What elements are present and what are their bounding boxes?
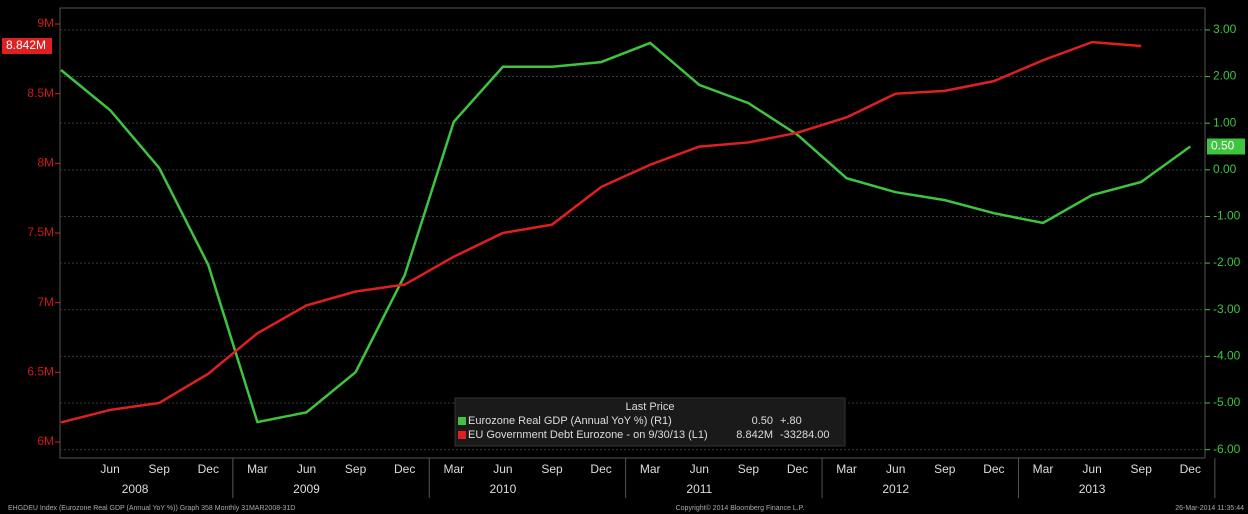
x-tick-label: Sep	[541, 462, 563, 476]
series-line	[60, 40, 1142, 424]
y2-tick-label: 0.00	[1213, 162, 1237, 176]
footer-center: Copyright© 2014 Bloomberg Finance L.P.	[676, 504, 805, 512]
footer-left: EHGDEU Index (Eurozone Real GDP (Annual …	[8, 505, 295, 512]
x-tick-label: Sep	[149, 462, 171, 476]
year-label: 2010	[490, 482, 517, 496]
x-tick-label: Mar	[247, 462, 268, 476]
footer-right: 26-Mar-2014 11:35:44	[1175, 505, 1244, 512]
y2-tick-label: -4.00	[1213, 349, 1241, 363]
x-tick-label: Dec	[394, 462, 415, 476]
x-tick-label: Sep	[345, 462, 367, 476]
legend-swatch	[458, 417, 466, 425]
legend-label: Eurozone Real GDP (Annual YoY %) (R1)	[468, 415, 672, 427]
x-tick-label: Jun	[886, 462, 905, 476]
legend-label: EU Government Debt Eurozone - on 9/30/13…	[468, 429, 708, 441]
y2-tick-label: -2.00	[1213, 255, 1241, 269]
value-label: 8.842M	[6, 38, 46, 52]
x-tick-label: Jun	[297, 462, 316, 476]
legend-change: +.80	[780, 415, 802, 427]
x-tick-label: Dec	[590, 462, 611, 476]
year-label: 2008	[122, 482, 149, 496]
x-tick-label: Sep	[1131, 462, 1153, 476]
value-tag	[1207, 138, 1245, 155]
x-tick-label: Dec	[1180, 462, 1201, 476]
y2-tick-label: 2.00	[1213, 69, 1237, 83]
x-tick-label: Sep	[738, 462, 760, 476]
y-tick-label: 8M	[37, 156, 54, 170]
y-tick-label: 8.5M	[27, 86, 54, 100]
y2-tick-label: -6.00	[1213, 442, 1241, 456]
y-tick-label: 9M	[37, 16, 54, 30]
y-tick-label: 7.5M	[27, 225, 54, 239]
x-tick-label: Mar	[836, 462, 857, 476]
x-tick-label: Jun	[690, 462, 709, 476]
y2-tick-label: 3.00	[1213, 22, 1237, 36]
legend-swatch	[458, 431, 466, 439]
value-label: 0.50	[1211, 139, 1235, 153]
series-line	[60, 41, 1192, 424]
x-tick-label: Dec	[787, 462, 808, 476]
x-tick-label: Jun	[1082, 462, 1101, 476]
year-label: 2012	[882, 482, 909, 496]
x-tick-label: Dec	[198, 462, 219, 476]
x-tick-label: Sep	[934, 462, 956, 476]
legend-box	[454, 397, 846, 447]
year-label: 2013	[1079, 482, 1106, 496]
y-tick-label: 6.5M	[27, 364, 54, 378]
x-tick-label: Mar	[640, 462, 661, 476]
legend-title: Last Price	[626, 401, 675, 413]
y2-tick-label: -3.00	[1213, 302, 1241, 316]
legend-last: 8.842M	[736, 429, 773, 441]
x-tick-label: Mar	[443, 462, 464, 476]
x-tick-label: Mar	[1033, 462, 1054, 476]
y2-tick-label: 1.00	[1213, 115, 1237, 129]
y-tick-label: 7M	[37, 295, 54, 309]
y-tick-label: 6M	[37, 434, 54, 448]
y2-tick-label: -5.00	[1213, 395, 1241, 409]
legend-change: -33284.00	[780, 429, 830, 441]
y2-tick-label: -1.00	[1213, 209, 1241, 223]
x-tick-label: Dec	[983, 462, 1004, 476]
legend-last: 0.50	[752, 415, 773, 427]
year-label: 2009	[293, 482, 320, 496]
year-label: 2011	[686, 482, 712, 496]
x-tick-label: Jun	[493, 462, 512, 476]
value-tag	[2, 38, 52, 55]
x-tick-label: Jun	[100, 462, 119, 476]
